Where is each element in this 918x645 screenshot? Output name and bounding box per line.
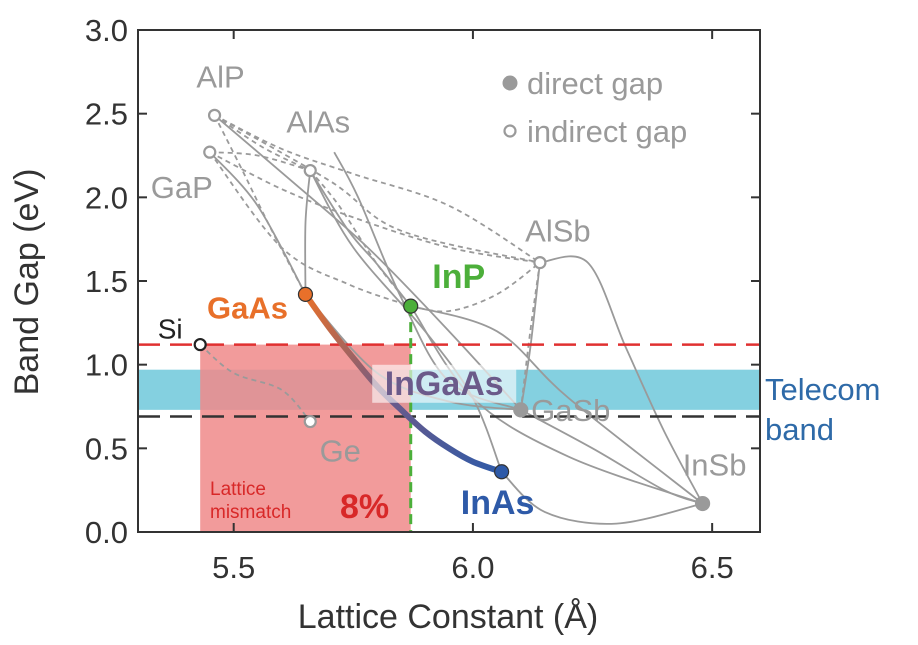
ingaas-label-bg (372, 364, 517, 403)
axis-ticks: 5.5 6.0 6.5 0.0 0.5 1.0 1.5 2.0 2.5 3.0 (85, 13, 760, 585)
x-tick-label: 6.5 (691, 550, 734, 585)
dashed-curve-9 (199, 343, 311, 423)
label-alsb: AlSb (525, 214, 590, 249)
mismatch-label-line1: Lattice (210, 479, 266, 500)
x-tick-label: 6.0 (451, 550, 494, 585)
point-alas (303, 163, 317, 178)
dashed-curve-0 (214, 114, 541, 264)
data-points (193, 108, 711, 512)
legend-direct-label: direct gap (527, 66, 663, 101)
point-labels: AlP GaP AlAs AlSb GaAs InP Si Ge GaSb InAs InSb InG… (151, 59, 747, 521)
y-tick-label: 0.5 (85, 431, 128, 466)
point-alp (207, 108, 222, 122)
point-si (193, 337, 207, 352)
label-inp: InP (432, 258, 485, 296)
dashed-curve-3 (213, 114, 307, 295)
point-inas (494, 464, 510, 480)
dashed-curve-4 (209, 151, 311, 172)
label-ingaas: InGaAs (385, 365, 504, 403)
telecom-label-line1: Telecom (765, 372, 880, 407)
direct-gap-curves (209, 114, 704, 525)
label-inas: InAs (461, 484, 535, 522)
y-tick-label: 2.5 (85, 97, 128, 132)
y-tick-label: 2.0 (85, 180, 128, 215)
mismatch-value-label: 8% (340, 488, 389, 526)
ingaas-alloy-curve (302, 291, 505, 475)
point-insb (694, 495, 711, 512)
dashed-curve-2 (214, 114, 311, 172)
y-tick-label: 1.5 (85, 264, 128, 299)
solid-curve-6 (409, 305, 703, 505)
telecom-label-line2: band (765, 412, 834, 447)
y-axis-label: Band Gap (eV) (8, 169, 46, 396)
dashed-curve-5 (209, 151, 411, 307)
point-gaas (297, 286, 314, 302)
x-tick-label: 5.5 (212, 550, 255, 585)
solid-curve-5 (539, 255, 704, 505)
label-si: Si (158, 314, 183, 345)
dashed-curve-1 (209, 151, 541, 264)
y-tick-label: 3.0 (85, 13, 128, 48)
label-ge: Ge (320, 434, 361, 469)
x-axis-label: Lattice Constant (Å) (298, 598, 598, 636)
dashed-curve-8 (214, 114, 541, 264)
legend-indirect-marker (503, 124, 517, 138)
ingaas-curve (302, 291, 505, 475)
point-ge (303, 414, 317, 429)
point-inp (403, 298, 419, 314)
legend-indirect-label: indirect gap (527, 114, 687, 149)
solid-curve-2 (214, 114, 522, 411)
label-gaas: GaAs (207, 290, 288, 325)
solid-curve-11 (519, 262, 541, 410)
label-alp: AlP (196, 59, 244, 94)
y-tick-label: 0.0 (85, 515, 128, 550)
solid-curve-7 (410, 305, 704, 505)
mismatch-label-line2: mismatch (210, 502, 291, 523)
y-tick-label: 1.0 (85, 348, 128, 383)
label-gasb: GaSb (531, 393, 610, 428)
label-insb: InSb (683, 448, 747, 483)
solid-curve-9 (520, 409, 703, 505)
point-alsb (533, 255, 547, 270)
solid-curve-0 (304, 170, 312, 295)
legend-direct-marker (502, 75, 518, 91)
point-gasb (513, 402, 529, 418)
solid-curve-10 (500, 471, 703, 525)
label-alas: AlAs (286, 105, 350, 140)
legend: direct gap indirect gap (502, 66, 687, 149)
label-gap: GaP (151, 170, 213, 205)
solid-curve-12 (209, 151, 307, 295)
dashed-curve-7 (410, 261, 541, 313)
point-gap (203, 145, 217, 159)
